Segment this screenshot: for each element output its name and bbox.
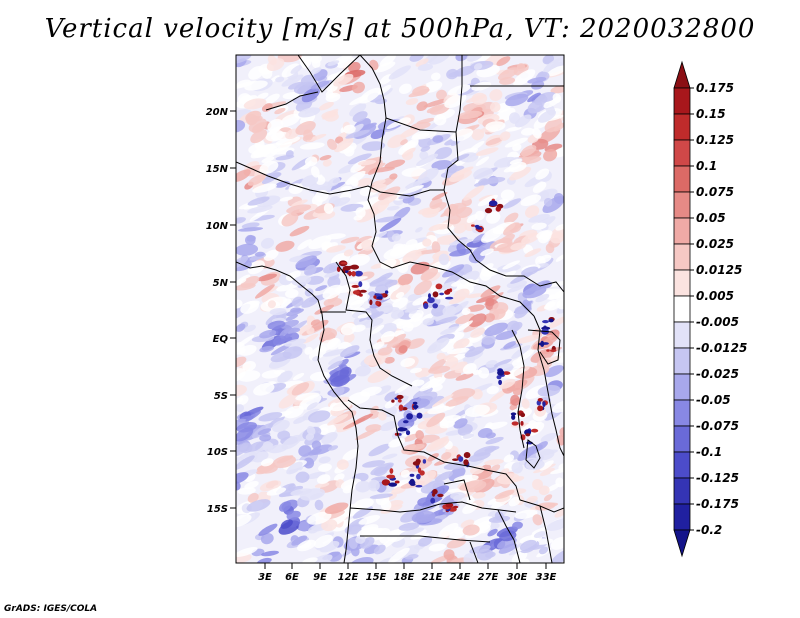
colorbar-label: 0.125 (696, 133, 734, 147)
border-segment (527, 329, 561, 365)
lat-tick-label: 10N (206, 221, 229, 232)
border-segment (539, 505, 553, 563)
colorbar-segment (673, 295, 691, 323)
colorbar-legend: 0.175 0.15 0.125 0.1 0.075 0.05 0.025 0.0125 0.0… (673, 60, 747, 558)
colorbar-label: 0.15 (696, 107, 726, 121)
colorbar-label: -0.125 (696, 471, 739, 485)
colorbar-segment (673, 217, 691, 245)
border-segment (511, 329, 525, 449)
lat-tick-label: EQ (213, 334, 229, 345)
lat-tick-label: 10S (207, 447, 228, 458)
colorbar-segment (673, 191, 691, 219)
colorbar-segment (673, 243, 691, 271)
lat-tick-label: 15S (207, 504, 228, 515)
lon-tick-label: 6E (285, 572, 299, 583)
colorbar-label: 0.05 (696, 211, 726, 225)
colorbar-segment (673, 347, 691, 375)
colorbar-label: 0.175 (696, 81, 734, 95)
colorbar-label: -0.025 (696, 367, 739, 381)
latitude-axis: 20N 15N 10N 5N EQ 5S 10S 15S (206, 107, 236, 515)
map-frame (235, 54, 565, 564)
colorbar-segment (673, 87, 691, 115)
border-segment (469, 541, 479, 563)
lat-tick-label: 5N (213, 278, 229, 289)
colorbar-label: -0.1 (696, 445, 722, 459)
lon-tick-label: 24E (450, 572, 471, 583)
colorbar-segments (673, 60, 691, 558)
colorbar-label: 0.075 (696, 185, 734, 199)
colorbar-label: -0.0125 (696, 341, 747, 355)
border-segment (347, 399, 564, 513)
colorbar-label: 0.1 (696, 159, 717, 173)
longitude-axis: 3E 6E 9E 12E 15E 18E 21E 24E 27E 30E 33E (258, 563, 557, 583)
colorbar-label: 0.025 (696, 237, 734, 251)
coastline (236, 261, 359, 563)
colorbar-segment (673, 60, 691, 89)
border-segment (443, 479, 471, 501)
border-segment (349, 501, 517, 513)
lon-tick-label: 9E (313, 572, 327, 583)
border-segment (533, 315, 564, 457)
border-segment (497, 509, 521, 563)
border-segment (236, 161, 381, 195)
lon-tick-label: 15E (366, 572, 387, 583)
lake (525, 439, 541, 469)
colorbar-segment (673, 451, 691, 479)
colorbar-segment (673, 321, 691, 349)
footer-credit: GrADS: IGES/COLA (4, 604, 98, 614)
border-segment (360, 535, 491, 543)
border-segment (443, 55, 564, 293)
border-segment (385, 117, 457, 133)
velocity-field (236, 55, 564, 563)
colorbar-segment (673, 477, 691, 505)
colorbar-segment (673, 373, 691, 401)
colorbar-label: -0.075 (696, 419, 739, 433)
colorbar-labels: 0.175 0.15 0.125 0.1 0.075 0.05 0.025 0.0125 0.0… (690, 81, 747, 537)
colorbar-label: -0.05 (696, 393, 731, 407)
lon-tick-label: 33E (536, 572, 557, 583)
border-segment (297, 55, 361, 93)
colorbar-label: 0.0125 (696, 263, 742, 277)
chart-title: Vertical velocity [m/s] at 500hPa, VT: 2… (44, 14, 756, 44)
colorbar-label: -0.175 (696, 497, 739, 511)
lon-tick-label: 21E (422, 572, 443, 583)
colorbar-segment (673, 425, 691, 453)
lat-tick-label: 20N (206, 107, 229, 118)
colorbar-segment (673, 113, 691, 141)
lon-tick-label: 27E (478, 572, 499, 583)
lat-tick-label: 5S (214, 391, 228, 402)
colorbar-label: -0.2 (696, 523, 722, 537)
lon-tick-label: 12E (338, 572, 359, 583)
colorbar-label: -0.005 (696, 315, 739, 329)
country-borders (236, 55, 564, 563)
colorbar-segment (673, 165, 691, 193)
colorbar-label: 0.005 (696, 289, 734, 303)
colorbar-segment (673, 269, 691, 297)
border-segment (335, 261, 413, 387)
colorbar-segment (673, 399, 691, 427)
lon-tick-label: 3E (258, 572, 272, 583)
border-segment (379, 189, 444, 197)
lon-tick-label: 18E (394, 572, 415, 583)
border-segment (265, 91, 319, 111)
border-segment (371, 245, 535, 317)
colorbar-segment (673, 529, 691, 558)
colorbar-segment (673, 139, 691, 167)
lat-tick-label: 15N (206, 164, 229, 175)
map-panel (235, 54, 565, 564)
colorbar-segment (673, 503, 691, 531)
lon-tick-label: 30E (507, 572, 528, 583)
border-segment (359, 55, 387, 247)
